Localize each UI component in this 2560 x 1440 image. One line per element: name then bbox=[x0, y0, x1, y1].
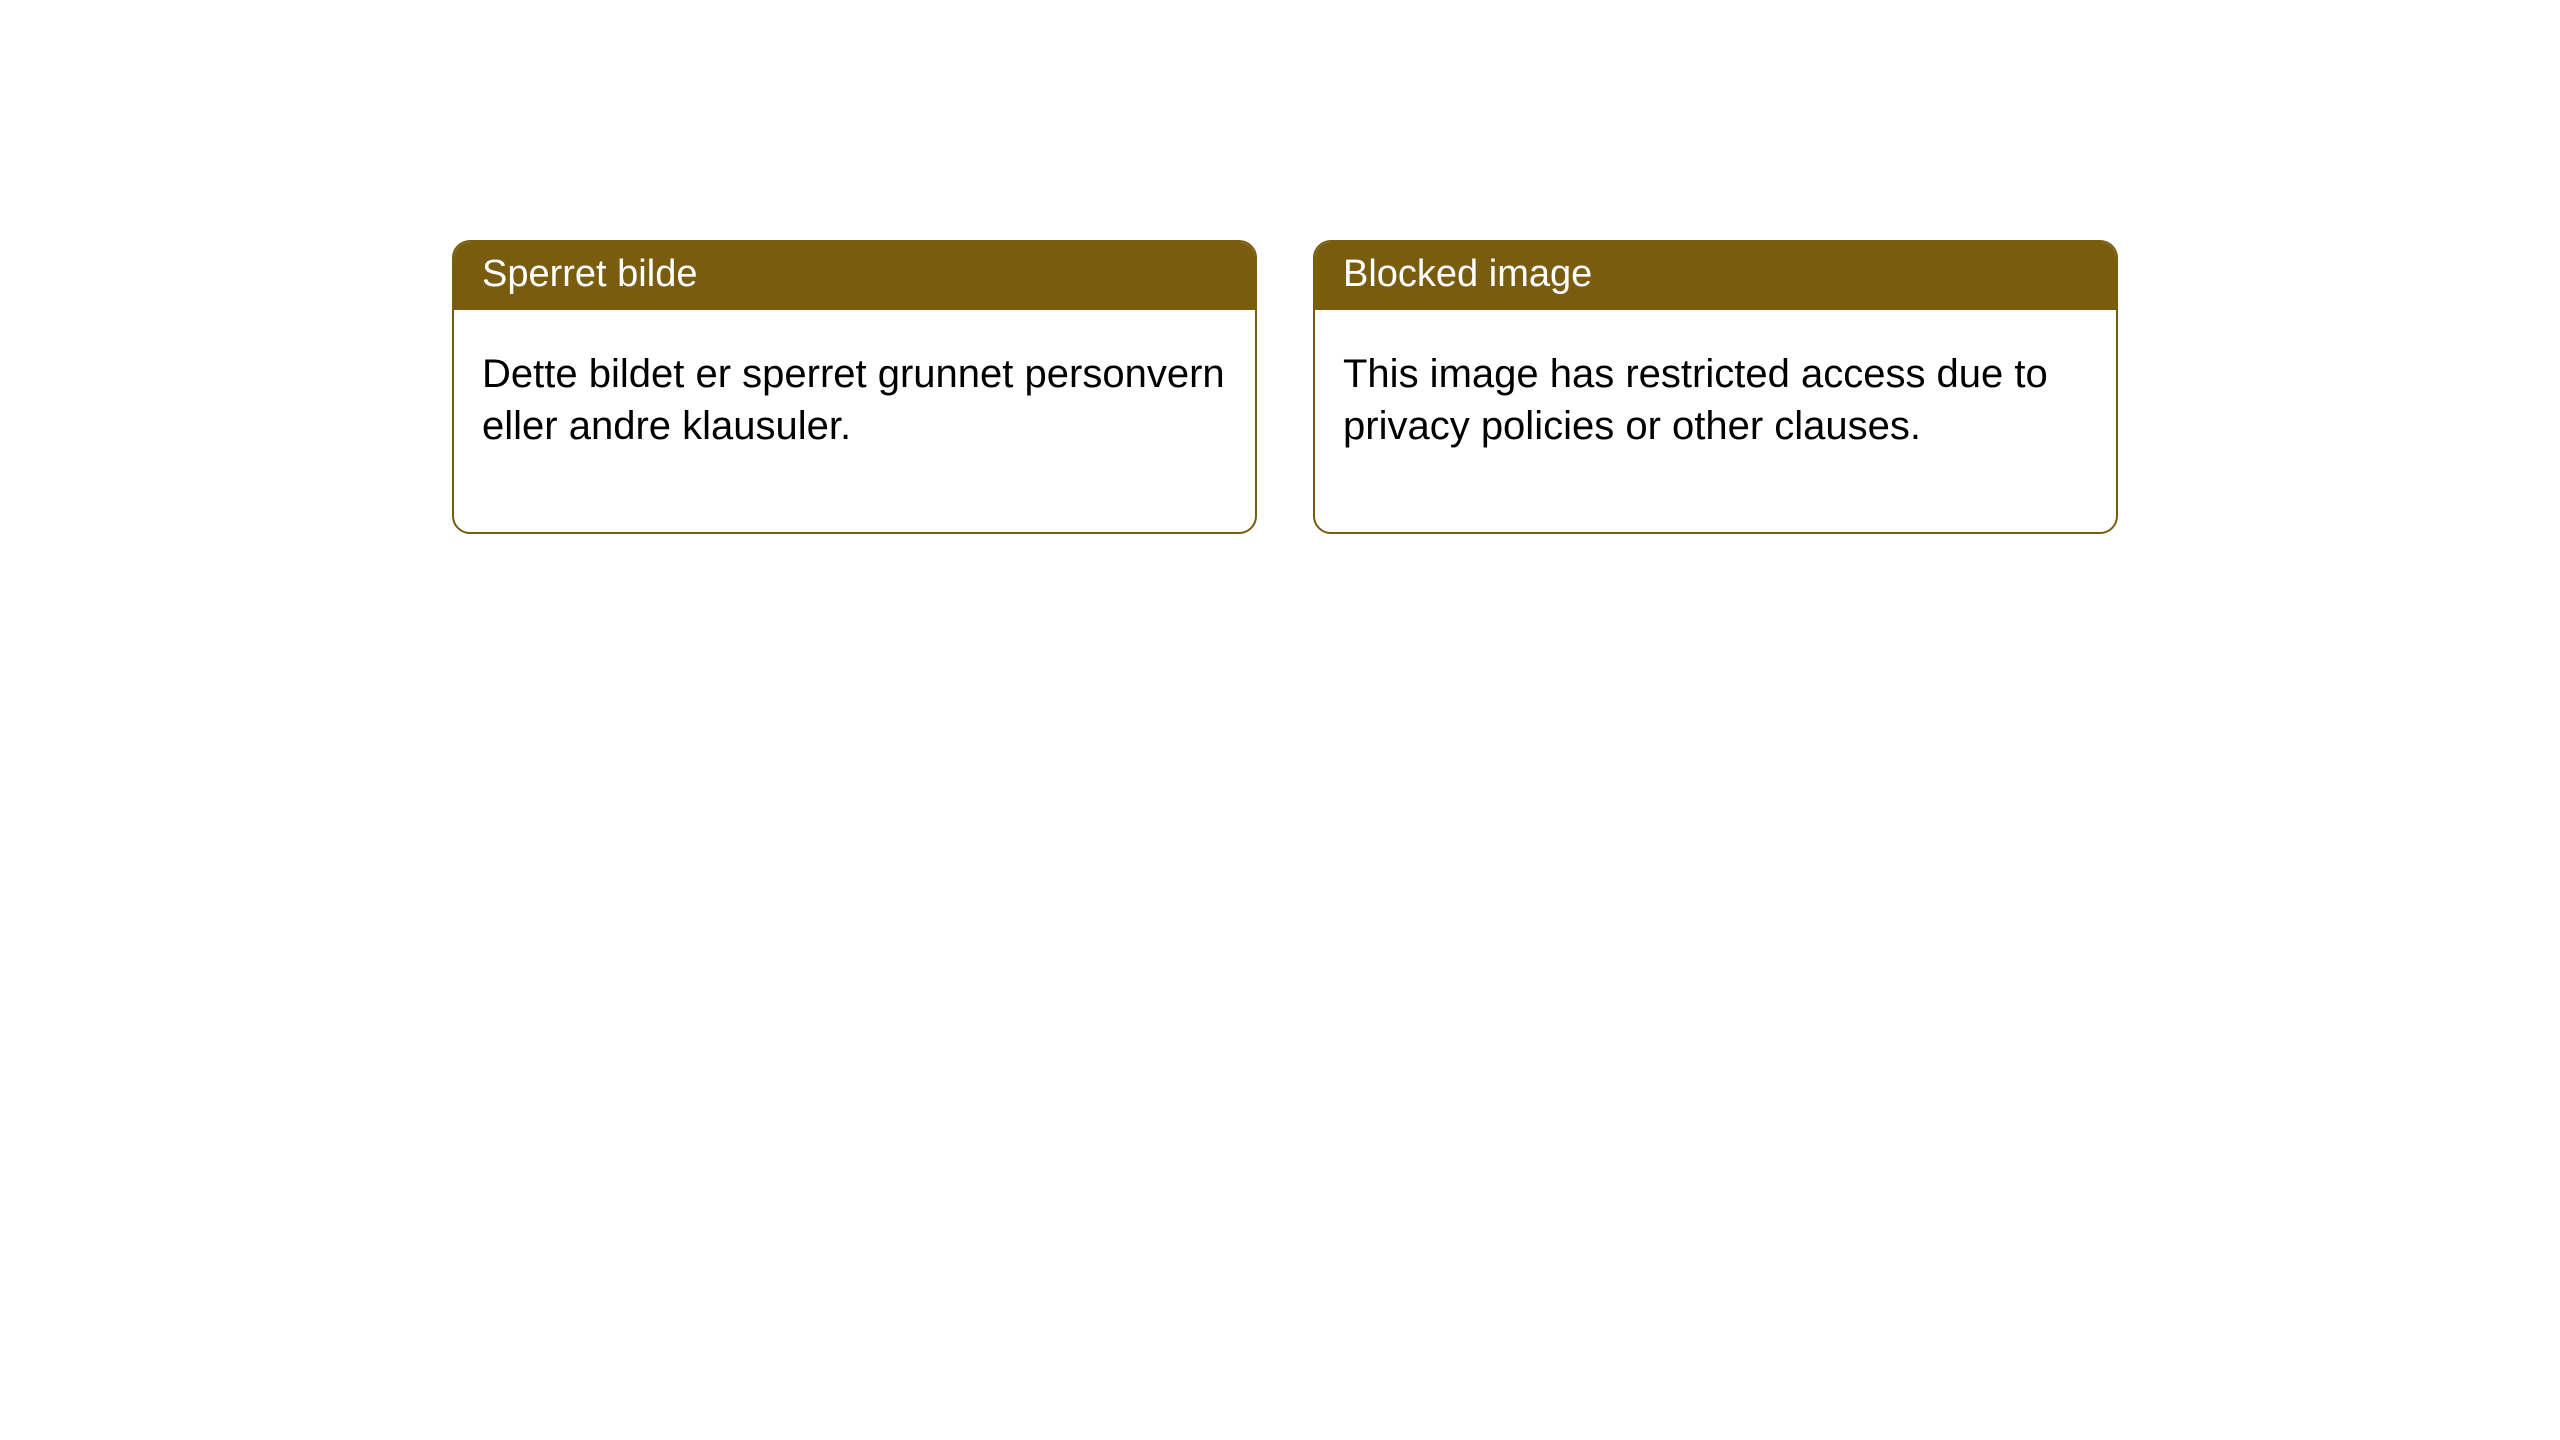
notice-container: Sperret bilde Dette bildet er sperret gr… bbox=[0, 0, 2560, 534]
notice-card-norwegian: Sperret bilde Dette bildet er sperret gr… bbox=[452, 240, 1257, 534]
notice-title: Blocked image bbox=[1315, 242, 2116, 310]
notice-body: This image has restricted access due to … bbox=[1315, 310, 2116, 532]
notice-title: Sperret bilde bbox=[454, 242, 1255, 310]
notice-body: Dette bildet er sperret grunnet personve… bbox=[454, 310, 1255, 532]
notice-card-english: Blocked image This image has restricted … bbox=[1313, 240, 2118, 534]
